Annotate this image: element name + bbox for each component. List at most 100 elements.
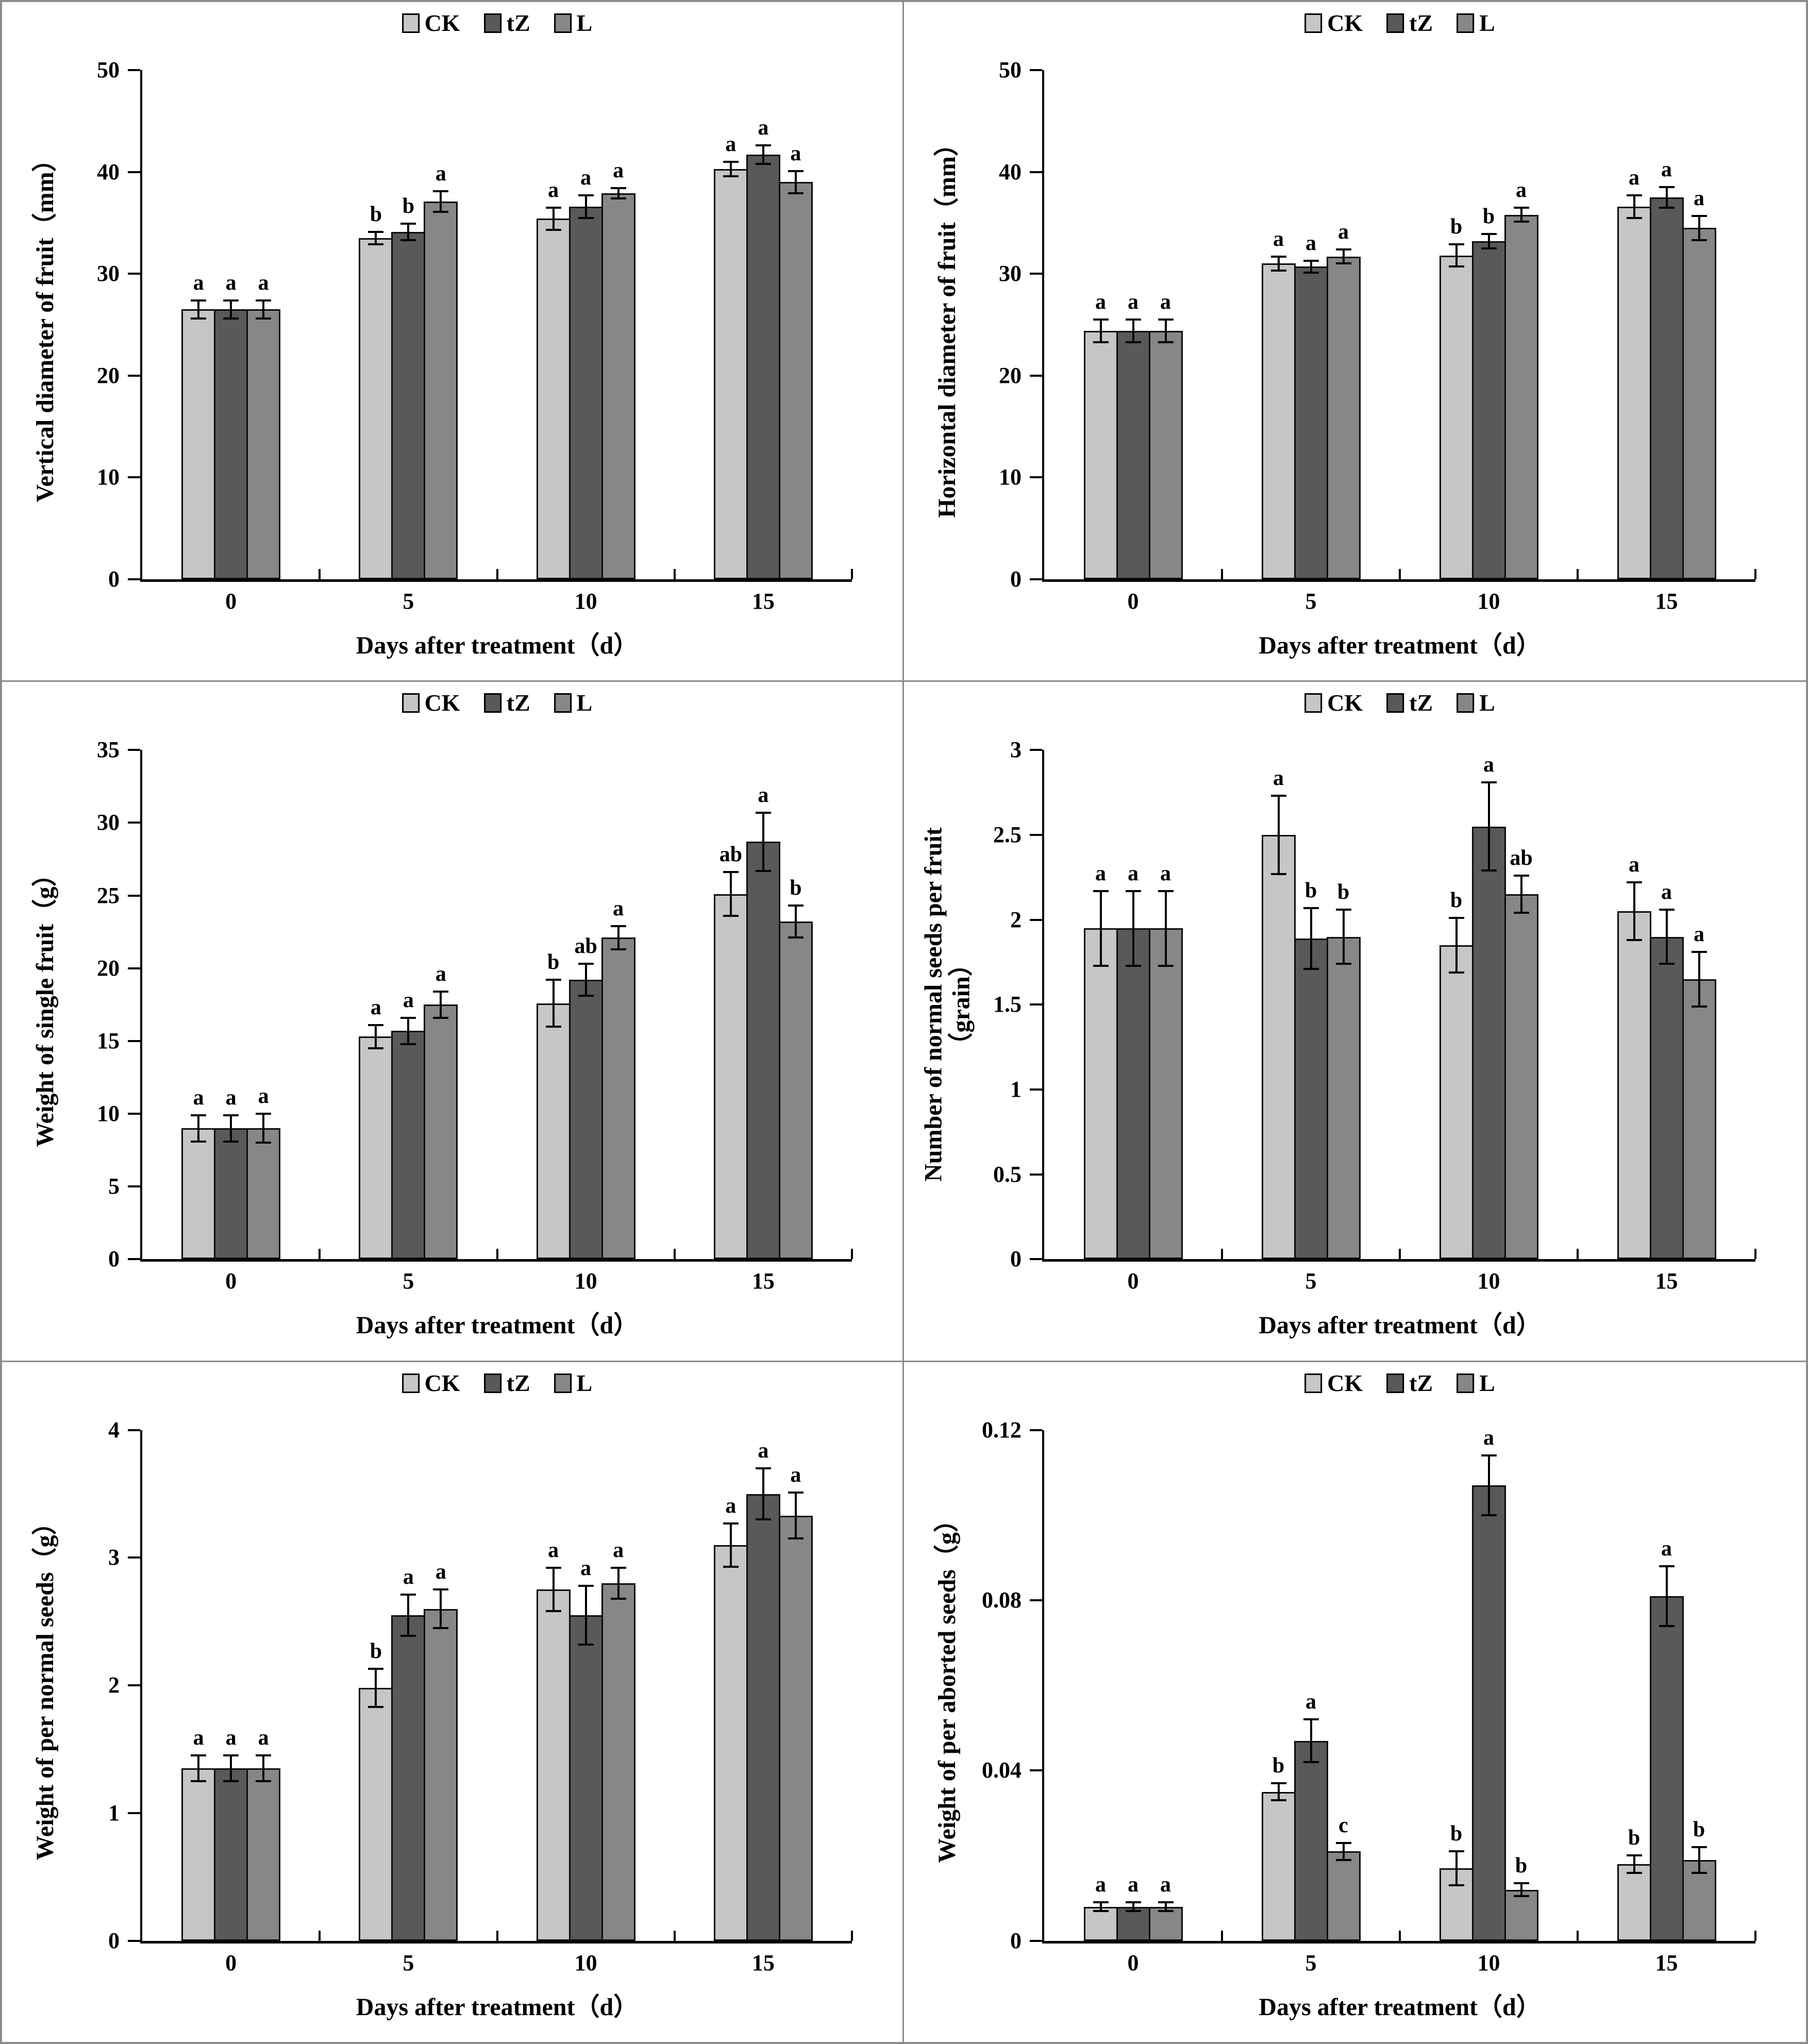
x-tick-mark [1221, 1249, 1223, 1260]
error-bar-cap-bottom [1481, 1514, 1497, 1516]
error-bar-cap-bottom [223, 1140, 239, 1143]
y-tick-mark [128, 1040, 140, 1042]
legend-item-tZ: tZ [483, 10, 530, 36]
error-bar-cap-bottom [578, 1643, 594, 1646]
legend-item-CK: CK [1304, 1370, 1363, 1396]
sig-letter: a [790, 141, 801, 165]
bar-L-day15 [778, 922, 813, 1260]
x-tick-label: 0 [1127, 1950, 1139, 1975]
error-bar-cap-bottom [610, 197, 626, 199]
legend-item-tZ: tZ [1386, 1370, 1433, 1396]
sig-letter: a [1128, 290, 1139, 314]
error-bar-cap-top [723, 160, 739, 163]
sig-letter: a [758, 783, 769, 807]
x-tick-label: 10 [1477, 589, 1500, 614]
y-tick-label: 3 [1010, 737, 1022, 763]
error-bar-cap-top [1270, 255, 1286, 258]
y-tick-mark [128, 1185, 140, 1188]
y-tick-mark [128, 967, 140, 969]
error-bar-cap-top [545, 1567, 561, 1569]
y-tick-mark [128, 374, 140, 377]
chart-panel-horizontal-diameter: 0 10 20 30 40 50 0 5 10 15 a a b a a a b a a a a a Horizontal … [904, 2, 1806, 682]
error-bar-cap-bottom [1270, 873, 1286, 875]
sig-letter: b [370, 1639, 382, 1663]
sig-letter: a [1661, 880, 1672, 904]
error-bar [794, 906, 797, 938]
bar-tZ-day0 [1116, 1906, 1150, 1941]
sig-letter: a [1629, 166, 1639, 190]
legend-swatch-tZ [1386, 13, 1404, 33]
bar-CK-day15 [713, 1545, 748, 1941]
chart-panel-normal-seed-weight: 0 1 2 3 4 0 5 10 15 a b a a a a a a a a a a Weight of per nor… [2, 1362, 904, 2042]
legend-swatch-CK [401, 693, 420, 713]
error-bar [794, 1493, 797, 1539]
y-tick-label: 10 [999, 464, 1022, 490]
y-tick-mark [128, 1113, 140, 1115]
sig-letter: a [1273, 227, 1284, 251]
y-tick-label: 50 [97, 57, 120, 82]
error-bar-cap-top [610, 925, 626, 927]
bar-L-day10 [601, 937, 635, 1260]
y-axis-line [1042, 1430, 1044, 1944]
legend-item-CK: CK [1304, 690, 1363, 716]
bar-CK-day5 [1261, 834, 1296, 1260]
legend: CK tZ L [1304, 10, 1495, 36]
sig-letter: ab [574, 934, 597, 959]
bar-CK-day10 [536, 1003, 571, 1260]
x-tick-mark [1754, 1930, 1756, 1941]
error-bar-cap-top [1659, 1565, 1675, 1567]
error-bar [197, 1115, 200, 1142]
legend-label: CK [1327, 690, 1363, 716]
sig-letter: b [370, 203, 382, 227]
error-bar-cap-top [545, 979, 561, 981]
error-bar-cap-top [1481, 233, 1497, 236]
bar-tZ-day15 [746, 155, 780, 579]
error-bar [375, 232, 377, 244]
legend-swatch-L [554, 693, 572, 713]
error-bar-cap-top [256, 299, 272, 301]
error-bar-cap-bottom [1513, 912, 1529, 914]
legend-item-CK: CK [401, 1370, 460, 1396]
sig-letter: a [435, 162, 446, 186]
legend-label: tZ [506, 10, 530, 36]
x-tick-mark [673, 1249, 676, 1260]
y-tick-mark [1030, 1769, 1042, 1772]
legend-label: tZ [1409, 1369, 1433, 1396]
y-axis-title: Weight of per aborted seeds（g） [933, 1507, 961, 1864]
error-bar-cap-top [1335, 1841, 1351, 1844]
error-bar-cap-top [1513, 1882, 1529, 1885]
error-bar-cap-bottom [400, 239, 416, 241]
error-bar-cap-bottom [1481, 247, 1497, 249]
error-bar-cap-bottom [788, 192, 803, 195]
x-axis-title: Days after treatment（d） [356, 632, 639, 659]
sig-letter: b [1693, 1817, 1705, 1841]
y-tick-mark [1030, 1429, 1042, 1431]
x-tick-mark [1399, 569, 1401, 579]
error-bar-cap-top [610, 1567, 626, 1569]
error-bar [1665, 187, 1668, 208]
x-tick-mark [496, 1930, 498, 1941]
legend-item-tZ: tZ [483, 1370, 530, 1396]
error-bar-cap-top [256, 1113, 272, 1115]
y-tick-label: 5 [108, 1174, 120, 1199]
error-bar [1633, 1855, 1635, 1873]
error-bar [584, 195, 587, 218]
error-bar [1633, 882, 1635, 941]
error-bar [1665, 1566, 1668, 1626]
bar-tZ-day15 [746, 842, 780, 1260]
error-bar [552, 980, 555, 1027]
error-bar-cap-top [1626, 194, 1642, 197]
chart-panel-single-fruit-weight: 0 5 10 15 20 25 30 35 0 5 10 15 a a b ab a a ab a a a a b Weight… [2, 682, 904, 1362]
bar-L-day10 [1504, 894, 1538, 1260]
bar-CK-day0 [1083, 1906, 1118, 1941]
error-bar-cap-top [1335, 908, 1351, 911]
y-tick-label: 4 [108, 1417, 120, 1443]
y-tick-label: 0 [1010, 566, 1022, 592]
error-bar [1487, 782, 1490, 871]
error-bar-cap-bottom [1626, 216, 1642, 219]
error-bar-cap-bottom [1125, 964, 1141, 967]
sig-letter: a [435, 962, 446, 986]
x-axis-line [140, 1259, 852, 1262]
legend-item-L: L [554, 10, 592, 36]
x-tick-mark [1221, 569, 1223, 579]
